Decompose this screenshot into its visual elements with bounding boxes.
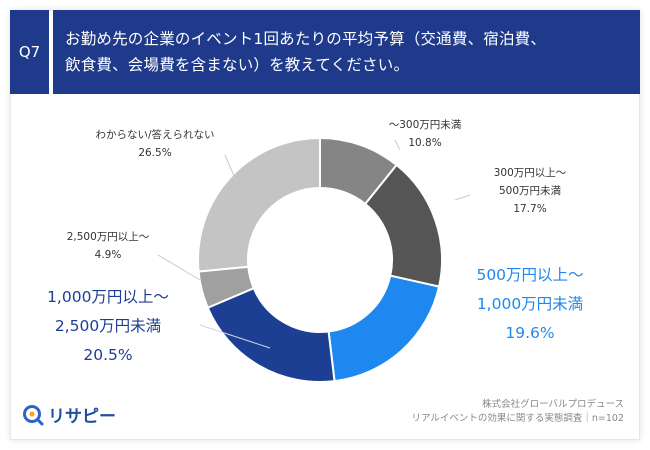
leader-line-1	[394, 139, 401, 151]
slice-4-percent: 20.5%	[83, 346, 132, 364]
donut-slice-4	[206, 286, 336, 383]
footer-credits: 株式会社グローバルプロデュース リアルイベントの効果に関する実態調査｜n=102	[411, 398, 624, 426]
donut-slice-3	[327, 274, 441, 383]
logo-text: リサピー	[48, 407, 116, 427]
slice-6-percent: 26.5%	[138, 147, 171, 159]
question-badge: Q7	[10, 10, 49, 94]
leader-line-2	[454, 194, 471, 201]
donut-slices	[197, 136, 443, 383]
slice-3-label: 500万円以上～	[476, 266, 583, 284]
donut-slice-6	[197, 136, 321, 273]
question-line-1: お勤め先の企業のイベント1回あたりの平均予算（交通費、宿泊費、	[65, 30, 547, 48]
slice-labels: ～300万円未満 10.8% 300万円以上～ 500万円未満 17.7% 500万円以上…	[47, 119, 583, 364]
slice-2-label: 500万円未満	[499, 185, 562, 197]
leader-line-4	[199, 324, 271, 349]
slice-2-label: 300万円以上～	[494, 167, 567, 179]
slice-6-label: わからない/答えられない	[95, 128, 214, 141]
slice-4-label: 1,000万円以上～	[47, 288, 169, 306]
slice-5-percent: 4.9%	[95, 249, 122, 261]
slice-4-label: 2,500万円未満	[55, 317, 161, 335]
slice-3-percent: 19.6%	[505, 324, 554, 342]
logo-mark-icon	[23, 404, 44, 425]
slice-3-label: 1,000万円未満	[477, 295, 583, 313]
slice-1-percent: 10.8%	[408, 137, 441, 149]
leader-lines	[157, 139, 471, 349]
logo: リサピー	[22, 402, 116, 427]
footer-company: 株式会社グローバルプロデュース	[482, 399, 624, 410]
question-line-2: 飲食費、会場費を含まない）を教えてください。	[65, 56, 410, 74]
footer-survey: リアルイベントの効果に関する実態調査｜n=102	[411, 413, 624, 424]
question-banner: お勤め先の企業のイベント1回あたりの平均予算（交通費、宿泊費、 飲食費、会場費を…	[53, 10, 640, 94]
slice-5-label: 2,500万円以上～	[67, 231, 150, 243]
leader-line-5	[157, 254, 201, 281]
slice-2-percent: 17.7%	[513, 203, 546, 215]
slice-1-label: ～300万円未満	[389, 119, 462, 131]
leader-line-6	[224, 154, 241, 191]
